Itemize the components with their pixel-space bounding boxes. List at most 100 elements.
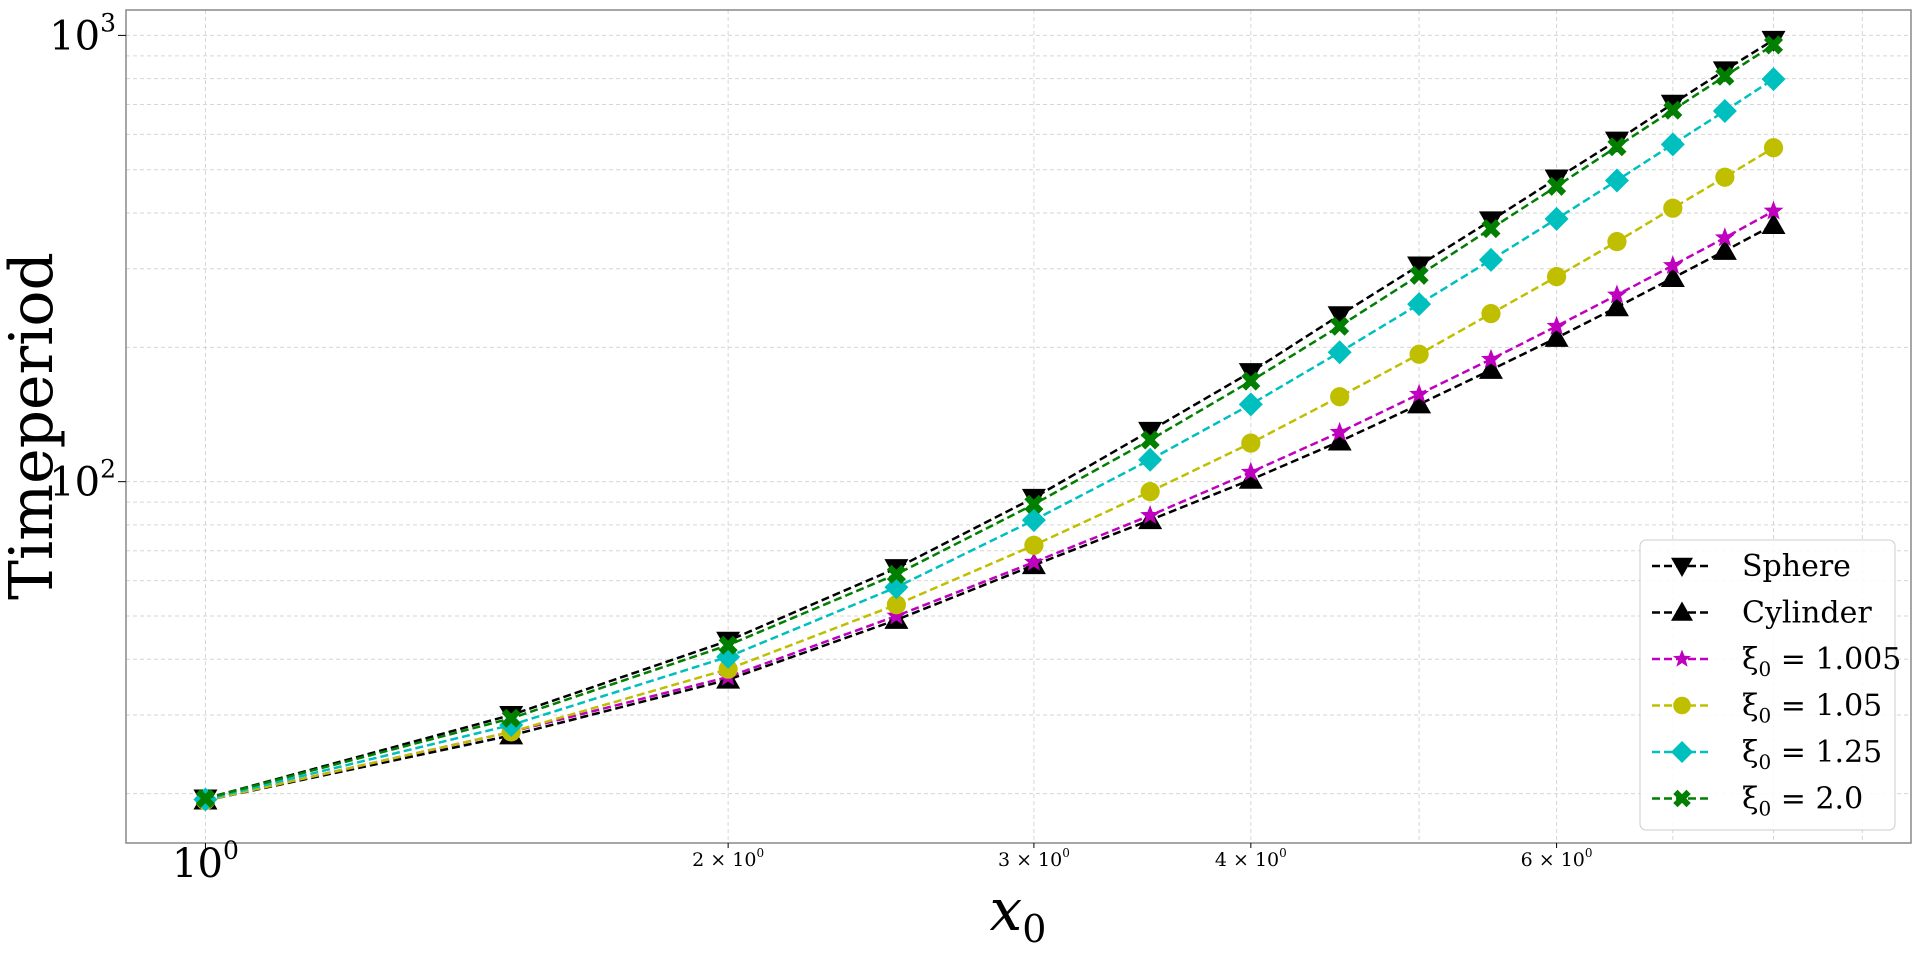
legend-label: Sphere	[1742, 549, 1851, 584]
data-point	[1607, 284, 1627, 304]
data-point	[1662, 255, 1683, 274]
data-point	[1544, 206, 1569, 231]
data-point	[1409, 344, 1429, 364]
series-2	[195, 200, 1784, 809]
legend-label: ξ0 = 2.0	[1742, 782, 1863, 821]
data-point	[1140, 482, 1160, 502]
data-point	[1761, 67, 1786, 92]
data-point	[1238, 392, 1263, 417]
y-axis-label: Timeperiod	[0, 252, 67, 600]
data-point	[1546, 267, 1567, 287]
x-tick-label: 2 × 100	[692, 846, 764, 871]
data-point	[1660, 94, 1685, 116]
series-0	[193, 30, 1786, 811]
data-point	[1604, 295, 1629, 317]
data-point	[1024, 494, 1044, 514]
data-point	[1763, 200, 1784, 220]
series-line	[205, 146, 1775, 802]
data-point	[1407, 256, 1432, 278]
series-3	[195, 138, 1784, 811]
data-point	[1712, 98, 1737, 123]
data-point	[195, 788, 215, 809]
data-point	[1607, 232, 1627, 252]
data-point	[1021, 488, 1046, 510]
data-point	[1481, 348, 1501, 368]
data-point	[718, 635, 738, 655]
data-point	[1407, 292, 1432, 317]
legend-item: ξ0 = 1.05	[1652, 689, 1882, 728]
x-axis-label-sub: 0	[1022, 907, 1046, 951]
x-tick-label: 4 × 100	[1215, 846, 1287, 871]
data-point	[1604, 168, 1629, 193]
data-point	[1409, 265, 1429, 285]
data-point	[1478, 247, 1503, 272]
data-point	[1024, 551, 1044, 571]
legend-item: ξ0 = 1.005	[1652, 642, 1901, 681]
data-point	[1407, 392, 1432, 414]
legend-item: Cylinder	[1652, 596, 1872, 631]
data-point	[1763, 35, 1784, 55]
data-point	[1761, 212, 1786, 234]
data-point	[1663, 198, 1683, 218]
legend-item: Sphere	[1652, 549, 1851, 584]
data-point	[1660, 132, 1685, 157]
data-point	[1238, 467, 1263, 489]
data-point	[1763, 138, 1784, 158]
data-point	[1544, 325, 1569, 347]
series-line	[205, 78, 1775, 801]
series-5	[195, 35, 1784, 809]
tick-labels: 100 2 × 100 3 × 100 4 × 100 6 × 100 102 103	[49, 8, 1592, 887]
data-point	[886, 564, 906, 584]
data-point	[1663, 100, 1683, 120]
legend-marker	[1671, 557, 1693, 577]
data-point	[1330, 316, 1350, 336]
data-point	[1241, 371, 1261, 391]
legend-label: ξ0 = 1.005	[1742, 642, 1901, 681]
data-point	[1138, 421, 1163, 443]
x-tick-label: 3 × 100	[998, 846, 1070, 871]
legend-label: ξ0 = 1.05	[1742, 689, 1882, 728]
data-point	[1330, 387, 1350, 407]
legend-item: ξ0 = 2.0	[1652, 782, 1863, 821]
legend-item: ξ0 = 1.25	[1652, 735, 1882, 774]
data-point	[1140, 505, 1161, 524]
data-point	[501, 708, 521, 728]
series-line	[205, 43, 1775, 800]
data-point	[1714, 227, 1735, 247]
legend-label: ξ0 = 1.25	[1742, 735, 1882, 774]
series-layer	[193, 30, 1786, 812]
legend-marker	[1671, 601, 1693, 621]
data-point	[1327, 429, 1352, 451]
legend-marker	[1673, 696, 1691, 715]
data-point	[1327, 306, 1352, 328]
data-point	[1021, 508, 1046, 533]
data-point	[1715, 167, 1735, 187]
x-axis-label: x0	[990, 876, 1047, 951]
data-point	[1238, 363, 1263, 385]
data-point	[1546, 315, 1567, 335]
y-tick-label: 103	[49, 8, 116, 59]
data-point	[1660, 266, 1685, 288]
plot-area	[125, 9, 1912, 844]
data-point	[1138, 447, 1163, 472]
data-point	[1327, 340, 1352, 365]
data-point	[1481, 219, 1501, 239]
legend: Sphere Cylinder ξ0 = 1.005 ξ0 = 1.05 ξ0 = 1.…	[1639, 539, 1901, 831]
x-tick-label: 100	[172, 836, 239, 887]
legend-marker	[1673, 649, 1691, 667]
series-4	[193, 67, 1786, 812]
data-point	[499, 712, 524, 737]
data-point	[1481, 304, 1501, 324]
data-point	[1409, 383, 1429, 403]
data-point	[1140, 430, 1160, 450]
data-point	[886, 595, 907, 615]
data-point	[718, 659, 738, 679]
data-point	[1715, 66, 1735, 86]
legend-label: Cylinder	[1742, 596, 1872, 631]
data-point	[1240, 461, 1261, 481]
data-point	[1329, 421, 1350, 441]
y-tick-label: 102	[49, 455, 116, 506]
data-point	[1547, 176, 1567, 196]
series-line	[205, 223, 1775, 802]
series-line	[205, 210, 1775, 802]
